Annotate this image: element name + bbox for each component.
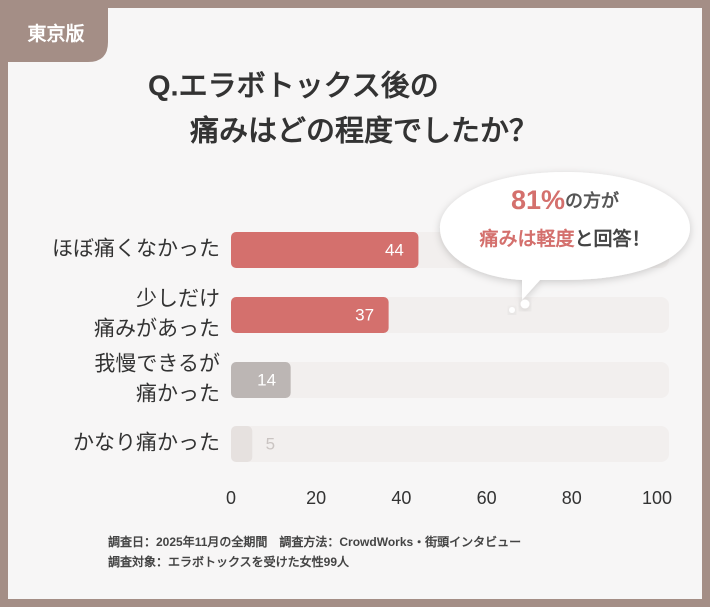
callout-emph: 痛みは軽度 — [479, 227, 575, 250]
callout-text: と回答！ — [575, 227, 651, 250]
x-tick-label: 80 — [562, 488, 582, 508]
category-label: かなり痛かった — [73, 432, 220, 455]
bar-track — [231, 426, 669, 462]
callout-line: 81%の方が — [511, 185, 619, 215]
badge: 東京版 — [27, 22, 84, 45]
x-tick-label: 0 — [226, 488, 236, 508]
x-tick-label: 40 — [391, 488, 411, 508]
title: Q.エラボトックス後の — [148, 70, 439, 103]
title: 痛みはどの程度でしたか？ — [190, 115, 538, 148]
callout-bubble — [440, 172, 690, 300]
bar — [231, 232, 419, 268]
callout — [440, 172, 690, 300]
value-label: 5 — [266, 434, 275, 453]
category-label: 痛かった — [136, 383, 220, 406]
badge-bg — [8, 8, 108, 62]
callout-line: 痛みは軽度と回答！ — [479, 227, 650, 250]
category-label: 我慢できるが — [94, 353, 220, 376]
x-tick-label: 100 — [642, 488, 672, 508]
dot — [520, 299, 530, 309]
value-label: 14 — [257, 370, 276, 389]
bar — [231, 297, 389, 333]
category-label: 少しだけ — [136, 288, 220, 311]
footer: 調査日：2025年11月の全期間 調査方法：CrowdWorks・街頭インタビュ… — [108, 534, 521, 549]
dot — [509, 307, 515, 313]
footer: 調査対象：エラボトックスを受けた女性99人 — [108, 554, 350, 569]
bar — [231, 426, 253, 462]
category-label: 痛みがあった — [94, 318, 220, 341]
value-label: 44 — [385, 240, 404, 259]
value-label: 37 — [355, 305, 374, 324]
x-tick-label: 20 — [306, 488, 326, 508]
callout-text: の方が — [565, 190, 619, 211]
x-tick-label: 60 — [477, 488, 497, 508]
callout-emph: 81% — [511, 185, 565, 215]
bar-track — [231, 362, 669, 398]
bar — [231, 362, 291, 398]
category-label: ほぼ痛くなかった — [52, 238, 220, 261]
